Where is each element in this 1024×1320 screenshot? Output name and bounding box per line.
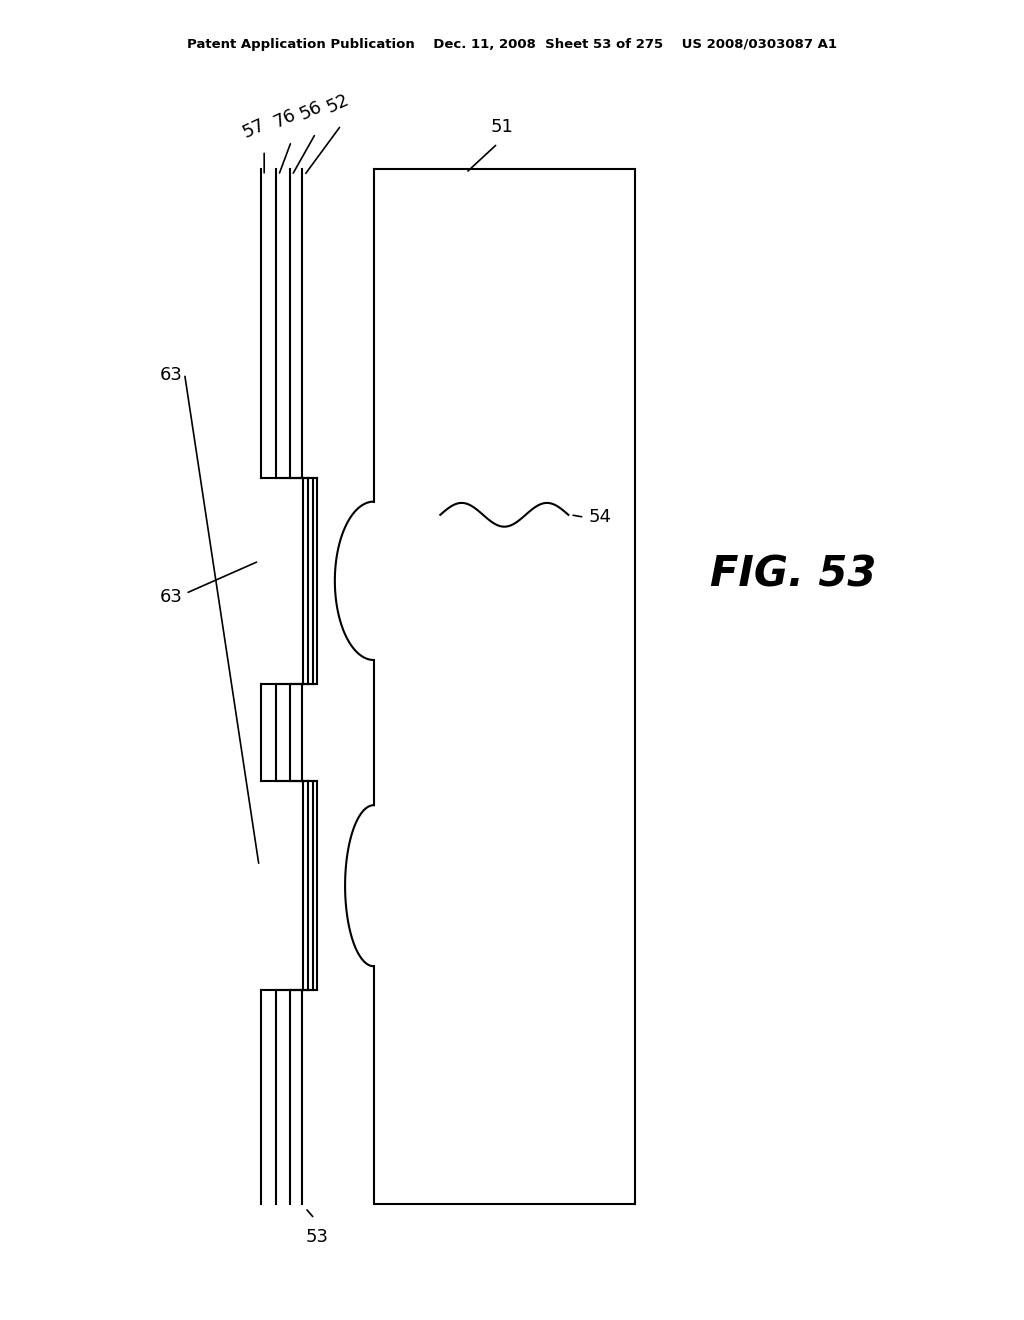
Text: Patent Application Publication    Dec. 11, 2008  Sheet 53 of 275    US 2008/0303: Patent Application Publication Dec. 11, … bbox=[187, 38, 837, 51]
Text: FIG. 53: FIG. 53 bbox=[711, 553, 877, 595]
Text: 53: 53 bbox=[306, 1228, 329, 1246]
Text: 57: 57 bbox=[240, 115, 268, 141]
Text: 63: 63 bbox=[160, 587, 182, 606]
Text: 76: 76 bbox=[270, 106, 299, 132]
Text: 54: 54 bbox=[589, 508, 611, 527]
Text: 56: 56 bbox=[297, 98, 326, 124]
Text: 51: 51 bbox=[490, 117, 513, 136]
Text: 52: 52 bbox=[324, 90, 352, 116]
Text: 63: 63 bbox=[160, 366, 182, 384]
